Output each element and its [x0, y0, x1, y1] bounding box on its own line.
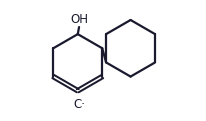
- Text: OH: OH: [70, 13, 88, 26]
- Text: C·: C·: [73, 98, 85, 111]
